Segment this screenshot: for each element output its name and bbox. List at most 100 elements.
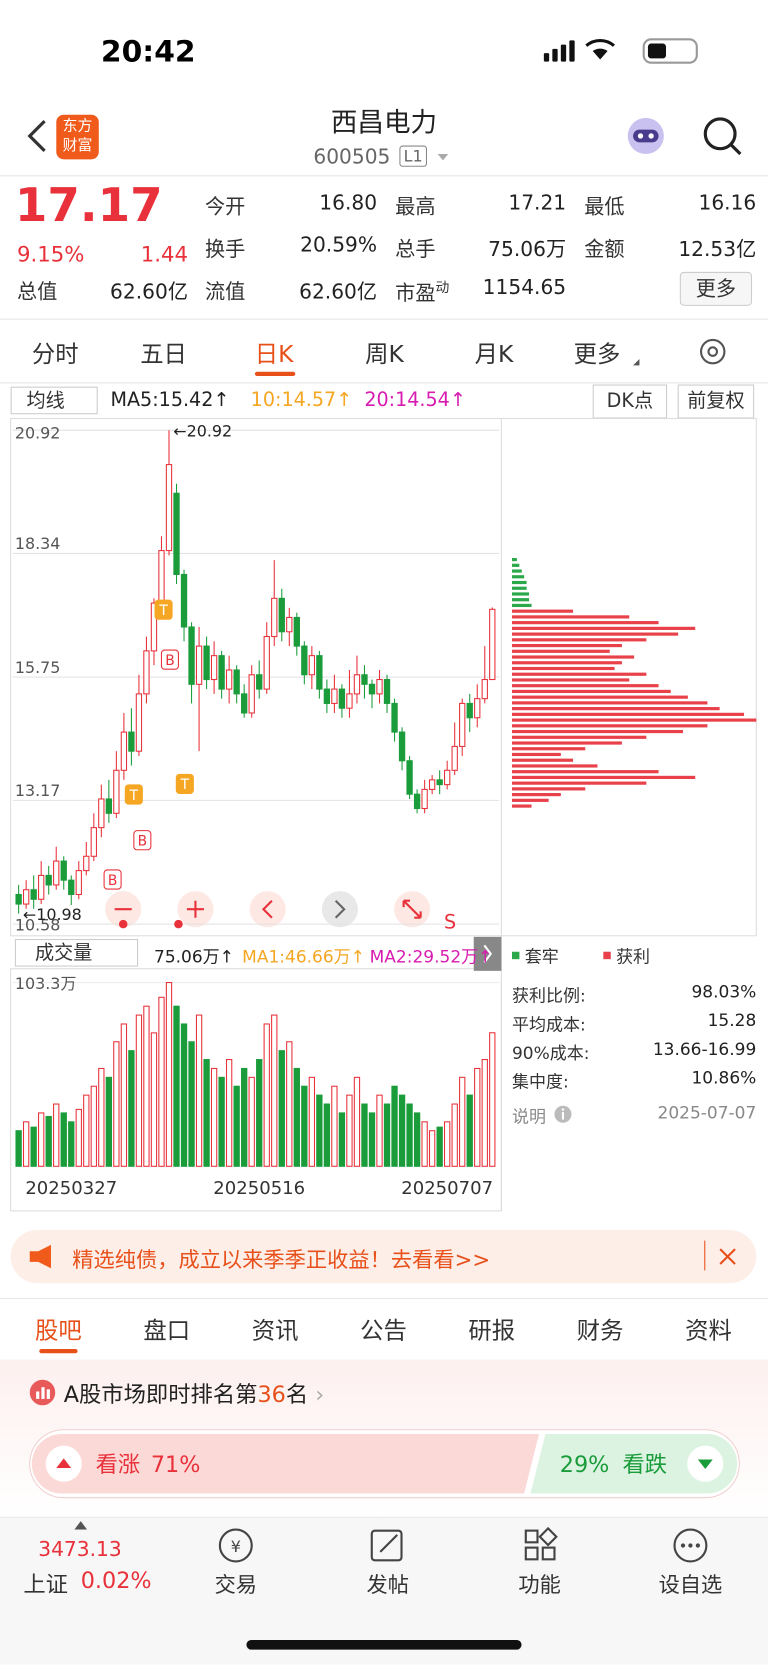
robot[interactable] bbox=[622, 115, 669, 157]
rank-text[interactable]: A股市场即时排名第36名 › bbox=[63, 1381, 325, 1408]
tab[interactable]: 财务 bbox=[576, 1318, 624, 1345]
dot bbox=[174, 919, 183, 929]
candle-body bbox=[263, 636, 270, 690]
y-tick-label: 15.75 bbox=[15, 658, 61, 677]
candle-body bbox=[53, 860, 60, 886]
candle-body bbox=[383, 679, 391, 704]
index-change[interactable]: 0.02% bbox=[80, 1567, 152, 1594]
index-value[interactable]: 3473.13 bbox=[38, 1538, 122, 1562]
bear-pct: 29% bbox=[560, 1452, 610, 1478]
candle-body bbox=[68, 879, 75, 896]
candle-body bbox=[346, 693, 353, 709]
legend-swatch bbox=[511, 951, 520, 960]
candle-body bbox=[308, 655, 316, 676]
search[interactable] bbox=[701, 115, 743, 157]
candle-body bbox=[241, 693, 248, 714]
field-label: 今开 bbox=[205, 195, 246, 219]
volume-selector[interactable]: 成交量 bbox=[14, 938, 139, 967]
volume-bar bbox=[203, 1059, 210, 1167]
nav-item[interactable]: 设自选 bbox=[658, 1572, 723, 1598]
chip-bar bbox=[511, 689, 671, 694]
chip-bar bbox=[511, 666, 615, 671]
field-value: 75.06万 bbox=[488, 237, 567, 262]
bull-arrow bbox=[56, 1458, 72, 1468]
nav-item[interactable]: 交易 bbox=[214, 1572, 258, 1598]
tab[interactable]: 资料 bbox=[685, 1318, 732, 1345]
legend-label: 获利 bbox=[616, 947, 650, 967]
ma-selector[interactable]: 均线 bbox=[10, 386, 98, 415]
caret[interactable] bbox=[436, 152, 451, 163]
rank-prefix: A股市场即时排名第 bbox=[63, 1381, 258, 1408]
time: 20:42 bbox=[100, 33, 196, 70]
banner-text[interactable]: 精选纯债，成立以来季季正收益！去看看>> bbox=[72, 1247, 491, 1273]
field-label: 总值 bbox=[16, 280, 58, 304]
volume-bar bbox=[38, 1112, 45, 1167]
field-value: 16.80 bbox=[319, 191, 378, 215]
rank-suffix: 名 bbox=[285, 1381, 309, 1408]
tab[interactable]: 五日 bbox=[140, 342, 187, 369]
candle-body bbox=[413, 793, 421, 810]
tab[interactable]: 资讯 bbox=[251, 1318, 299, 1345]
volume-bar bbox=[376, 1094, 383, 1167]
nav-item[interactable]: 发帖 bbox=[366, 1572, 409, 1598]
tab[interactable]: 研报 bbox=[468, 1318, 516, 1345]
candle-body bbox=[323, 688, 331, 704]
volume-bar bbox=[218, 1076, 225, 1167]
chip-bar bbox=[511, 575, 525, 579]
volume-bar bbox=[308, 1076, 316, 1167]
candle-body bbox=[38, 874, 45, 900]
volume-bar bbox=[15, 1130, 22, 1167]
volume-bar bbox=[331, 1085, 338, 1167]
signal-box bbox=[124, 784, 143, 805]
signal-box bbox=[160, 649, 179, 670]
candle-body bbox=[466, 702, 473, 719]
banner[interactable] bbox=[10, 1230, 757, 1284]
logo[interactable]: 东方 财富 bbox=[56, 114, 99, 160]
nav-item[interactable]: 功能 bbox=[518, 1572, 561, 1598]
stat-label: 90%成本: bbox=[511, 1043, 590, 1064]
close[interactable] bbox=[717, 1246, 738, 1267]
tab[interactable]: 分时 bbox=[31, 342, 79, 369]
rank-icon bbox=[29, 1379, 56, 1406]
volume-bar bbox=[75, 1108, 82, 1167]
low-label: ←10.98 bbox=[23, 905, 82, 924]
chip-bar bbox=[511, 586, 527, 590]
signal: B bbox=[165, 653, 174, 669]
chip-bar bbox=[511, 655, 635, 659]
settings[interactable] bbox=[697, 336, 729, 368]
tab[interactable]: 盘口 bbox=[143, 1318, 191, 1345]
candle-body bbox=[248, 674, 255, 714]
candle-body bbox=[15, 893, 22, 905]
vol-current: 75.06万↑ bbox=[154, 946, 234, 967]
more-button[interactable]: 更多 bbox=[679, 271, 753, 306]
candle-body bbox=[406, 760, 413, 795]
chip-bar bbox=[511, 781, 647, 785]
change: 1.44 bbox=[140, 241, 189, 267]
candle-body bbox=[376, 679, 383, 695]
volume-bar bbox=[286, 1041, 293, 1167]
candle-body bbox=[105, 798, 113, 814]
candle-body bbox=[30, 889, 37, 900]
vol-tick-label: 103.3万 bbox=[15, 974, 77, 993]
tab[interactable]: 周K bbox=[365, 342, 404, 369]
candle-body bbox=[331, 688, 338, 704]
tab[interactable]: 月K bbox=[474, 342, 514, 369]
candle-body bbox=[135, 693, 143, 752]
tab[interactable]: 股吧 bbox=[35, 1318, 82, 1345]
index-name[interactable]: 上证 bbox=[23, 1572, 68, 1598]
field-label: 换手 bbox=[205, 237, 246, 262]
volume-bar bbox=[383, 1103, 391, 1167]
tab[interactable]: 公告 bbox=[360, 1318, 407, 1345]
volume-bar bbox=[391, 1085, 398, 1167]
field-value: 62.60亿 bbox=[299, 280, 378, 304]
signal-box bbox=[133, 830, 152, 851]
signal: B bbox=[138, 834, 147, 850]
candle-body bbox=[225, 669, 233, 690]
tab[interactable]: 日K bbox=[254, 342, 294, 369]
field-label: 市盈动 bbox=[395, 280, 450, 306]
volume-bar bbox=[98, 1067, 105, 1167]
back[interactable] bbox=[21, 117, 53, 155]
tab[interactable]: 更多 bbox=[573, 342, 621, 369]
candle-body bbox=[158, 550, 165, 604]
bull-pct: 71% bbox=[151, 1452, 201, 1478]
